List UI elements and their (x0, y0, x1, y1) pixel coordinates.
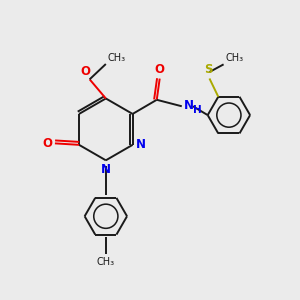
Text: CH₃: CH₃ (97, 256, 115, 267)
Text: CH₃: CH₃ (107, 52, 125, 62)
Text: H: H (193, 105, 202, 115)
Text: CH₃: CH₃ (225, 53, 243, 63)
Text: N: N (101, 163, 111, 176)
Text: N: N (136, 138, 146, 151)
Text: O: O (80, 65, 90, 78)
Text: N: N (184, 99, 194, 112)
Text: O: O (155, 63, 165, 76)
Text: O: O (43, 137, 52, 150)
Text: S: S (204, 63, 212, 76)
